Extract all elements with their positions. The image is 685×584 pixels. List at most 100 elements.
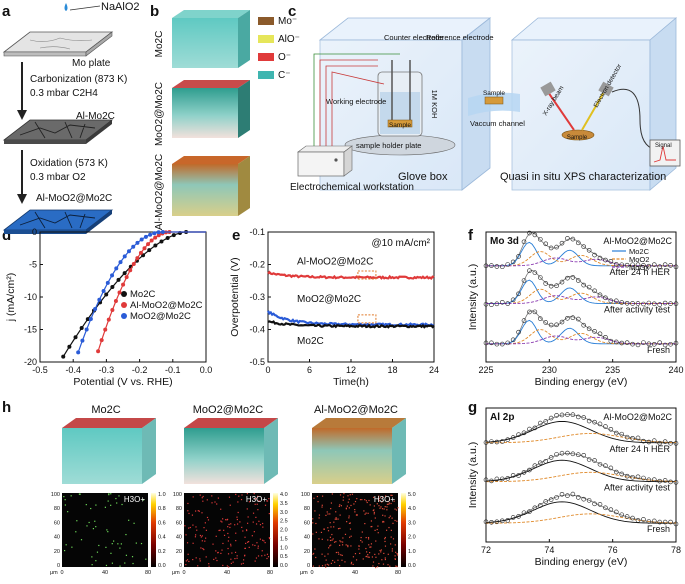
h-map-pixel	[244, 547, 246, 549]
h-map-pixel	[341, 554, 343, 557]
h-map-pixel	[346, 505, 348, 507]
x-axis-label: Binding energy (eV)	[535, 376, 628, 388]
xps-point	[657, 340, 663, 345]
h-map-pixel	[378, 505, 380, 507]
xps-point	[559, 319, 565, 325]
h-map-pixel	[321, 565, 324, 567]
h-map-pixel	[221, 549, 223, 551]
xps-point	[635, 435, 641, 441]
h-map-pixel	[384, 515, 386, 517]
reference-electrode-label: Reference electrode	[426, 33, 494, 42]
h-map-pixel	[131, 556, 134, 558]
h-map-pixel	[107, 531, 109, 533]
h-map-pixel	[367, 554, 369, 556]
legend-label-0: Mo⁻	[278, 16, 297, 27]
plot-frame	[485, 407, 677, 543]
xps-point	[668, 263, 673, 268]
h-map-pixel	[348, 517, 350, 519]
h-map-pixel	[397, 507, 399, 509]
h-map-ytick: 20	[176, 549, 182, 555]
lsv-point-0	[110, 285, 115, 290]
h-map-pixel	[367, 536, 370, 539]
lsv-point-2	[110, 273, 115, 278]
h-map-pixel	[334, 561, 336, 563]
h-map-pixel	[256, 503, 258, 505]
xps-point	[494, 341, 500, 347]
h-map-pixel	[326, 511, 328, 513]
h-map-pixel	[321, 553, 323, 555]
x-axis-label: Potential (V vs. RHE)	[73, 376, 172, 388]
h-map-pixel	[206, 516, 209, 519]
xps-point	[543, 281, 549, 286]
xps-component	[485, 459, 677, 483]
xps-point	[570, 451, 576, 457]
lsv-point-2	[84, 327, 89, 332]
xps-point	[668, 479, 673, 485]
xps-point	[548, 455, 554, 460]
series-label-1: MoO2@Mo2C	[297, 294, 361, 305]
al-mo2c-plate	[2, 119, 114, 144]
h-map-ytick: 40	[54, 535, 60, 541]
h-map-pixel	[246, 529, 248, 532]
counter-electrode-label: Counter electrode	[384, 33, 444, 42]
zoom-box-2	[357, 314, 377, 324]
h-map-pixel	[327, 527, 329, 529]
h-map-pixel	[348, 522, 351, 525]
xps-point	[651, 438, 657, 443]
legend-swatch-0	[258, 17, 274, 25]
h-map-pixel	[370, 543, 373, 545]
h-map-pixel	[204, 522, 206, 524]
h-cube-side-2	[392, 418, 406, 484]
h-map-pixel	[254, 544, 256, 547]
xps-point	[592, 419, 597, 425]
xps-point	[537, 420, 543, 426]
h-map-pixel	[378, 495, 380, 497]
xps-point	[575, 278, 581, 283]
h-map-pixel	[394, 508, 396, 510]
h-map-pixel	[228, 496, 231, 498]
h-map-2	[312, 493, 398, 567]
xps-point	[651, 341, 657, 347]
xps-point	[575, 316, 581, 322]
h-map-pixel	[105, 546, 107, 548]
h-map-ytick: 80	[176, 506, 182, 512]
h-map-pixel	[354, 500, 357, 503]
xps-point	[673, 340, 679, 346]
xps-point	[624, 434, 630, 440]
xps-point	[543, 320, 549, 325]
panel-letter-e: e	[232, 227, 240, 244]
xps-point	[603, 295, 608, 301]
h-map-pixel	[216, 559, 218, 562]
xps-point	[619, 471, 625, 477]
lsv-point-1	[117, 290, 122, 295]
glovebox-label: Glove box	[398, 171, 448, 183]
h-map-pixel	[380, 506, 382, 508]
legend-label-3: C⁻	[278, 70, 291, 81]
lsv-point-2	[97, 297, 102, 302]
xps-point	[630, 262, 635, 268]
h-map-pixel	[324, 564, 326, 566]
xps-point	[516, 432, 521, 437]
h-map-pixel	[337, 551, 339, 554]
h-cube-top-2	[312, 418, 406, 428]
xps-point	[510, 297, 516, 303]
h-map-pixel	[117, 543, 119, 545]
h-map-pixel	[257, 495, 259, 497]
h-map-pixel	[379, 497, 381, 499]
xps-point	[532, 505, 538, 511]
xps-point	[646, 341, 652, 347]
h-map-pixel	[223, 534, 226, 536]
h-map-pixel	[333, 541, 336, 543]
h-map-pixel	[67, 511, 69, 513]
h-map-pixel	[329, 539, 332, 542]
xps-point	[673, 441, 679, 446]
h-map-pixel	[86, 525, 88, 527]
h-colorbar-label: 0.0	[280, 563, 288, 569]
h-cube-front-0	[62, 428, 142, 484]
h-map-pixel	[222, 518, 224, 520]
h-map-pixel	[236, 523, 239, 525]
h-map-pixel	[247, 541, 250, 543]
xps-point	[565, 236, 570, 241]
h-map-pixel	[145, 558, 147, 560]
h-map-pixel	[245, 542, 247, 544]
